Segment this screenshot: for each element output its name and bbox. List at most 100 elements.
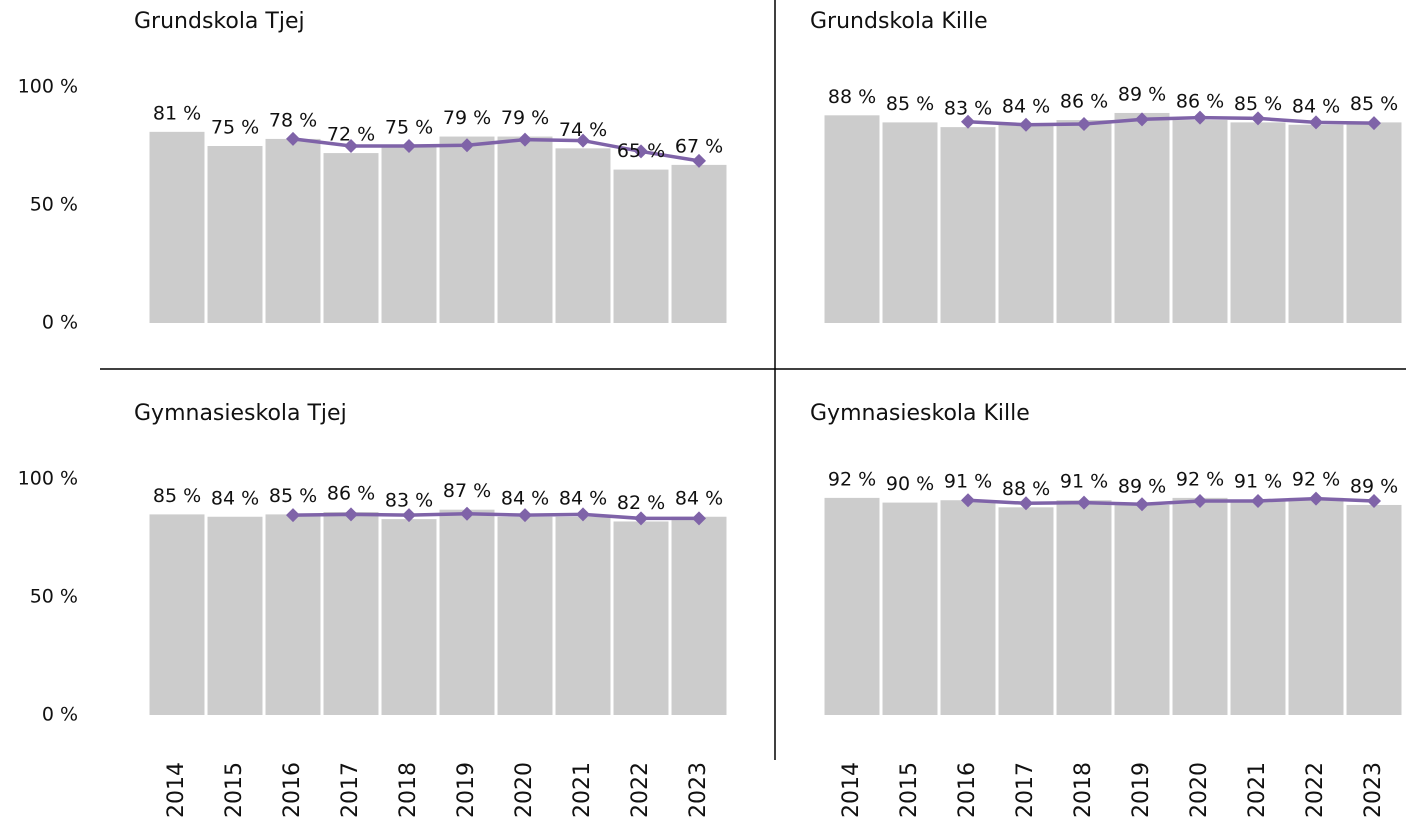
value-label: 84 % [559, 487, 607, 509]
bar [1346, 504, 1402, 715]
line-marker [1251, 493, 1265, 508]
bar [1172, 497, 1228, 715]
line-marker [1135, 497, 1149, 512]
line-marker [634, 144, 648, 159]
line-marker [634, 511, 648, 526]
value-label: 84 % [675, 487, 723, 509]
value-label: 84 % [211, 487, 259, 509]
value-label: 78 % [269, 109, 317, 131]
line-marker [961, 493, 975, 508]
y-tick-label: 100 % [18, 468, 78, 490]
bar [149, 131, 205, 323]
y-tick-label: 0 % [42, 704, 78, 726]
line [967, 496, 1375, 507]
line-marker [576, 507, 590, 522]
value-label: 72 % [327, 124, 375, 146]
bar [1230, 122, 1286, 324]
line-marker [692, 153, 706, 168]
value-label: 85 % [886, 93, 934, 115]
bar [671, 164, 727, 323]
line-marker [460, 506, 474, 521]
line-marker [1309, 115, 1323, 130]
line-marker [460, 138, 474, 153]
x-tick-label: 2023 [1361, 762, 1386, 818]
bar [998, 507, 1054, 715]
panel-title: Grundskola Kille [810, 9, 988, 34]
value-label: 84 % [1292, 95, 1340, 117]
bar [439, 509, 495, 715]
bar [940, 127, 996, 324]
line-marker [402, 139, 416, 153]
bar [940, 500, 996, 715]
y-tick-label: 50 % [30, 194, 78, 216]
value-label: 91 % [944, 471, 992, 493]
value-label: 67 % [675, 135, 723, 157]
bar [1288, 497, 1344, 715]
value-label: 79 % [501, 107, 549, 129]
value-label: 75 % [211, 117, 259, 139]
line-marker [1367, 493, 1381, 508]
x-tick-label: 2014 [839, 762, 864, 818]
line-marker [692, 511, 706, 526]
bar [555, 148, 611, 323]
value-label: 83 % [385, 490, 433, 512]
bar [824, 497, 880, 715]
y-tick-label: 100 % [18, 76, 78, 98]
value-label: 81 % [153, 102, 201, 124]
value-label: 85 % [1350, 93, 1398, 115]
value-label: 92 % [1292, 468, 1340, 490]
bar [998, 124, 1054, 323]
line-marker [1077, 117, 1091, 132]
bar [207, 516, 263, 715]
bar [265, 514, 321, 715]
value-label: 84 % [501, 487, 549, 509]
x-tick-label: 2016 [955, 762, 980, 818]
line-marker [1193, 493, 1207, 508]
line-marker [518, 132, 532, 147]
bar [497, 136, 553, 323]
x-tick-label: 2020 [1187, 762, 1212, 818]
bar [1056, 500, 1112, 715]
value-label: 89 % [1118, 475, 1166, 497]
bar [497, 516, 553, 715]
value-label: 89 % [1350, 475, 1398, 497]
bar [613, 521, 669, 715]
bar [1114, 504, 1170, 715]
value-label: 86 % [1060, 91, 1108, 113]
bar [381, 519, 437, 715]
x-tick-label: 2022 [628, 762, 653, 818]
bar [671, 516, 727, 715]
value-label: 92 % [1176, 468, 1224, 490]
bar [323, 153, 379, 323]
line-marker [344, 139, 358, 153]
value-label: 86 % [327, 483, 375, 505]
line-marker [1019, 117, 1033, 132]
bar [1346, 122, 1402, 324]
x-tick-label: 2018 [1071, 762, 1096, 818]
line-marker [1367, 116, 1381, 131]
bar [1288, 124, 1344, 323]
line-marker [344, 507, 358, 522]
line-marker [961, 114, 975, 129]
line [967, 115, 1375, 127]
bar [613, 169, 669, 323]
value-label: 85 % [153, 485, 201, 507]
y-tick-label: 50 % [30, 586, 78, 608]
value-label: 79 % [443, 107, 491, 129]
panel-title: Gymnasieskola Tjej [134, 401, 347, 426]
line-marker [1077, 495, 1091, 510]
value-label: 89 % [1118, 83, 1166, 105]
bar [824, 115, 880, 323]
line-marker [1251, 111, 1265, 126]
bar [1056, 120, 1112, 323]
line-marker [402, 508, 416, 523]
line-marker [518, 508, 532, 523]
y-tick-label: 0 % [42, 312, 78, 334]
x-tick-label: 2018 [396, 762, 421, 818]
value-label: 83 % [944, 98, 992, 120]
value-label: 85 % [1234, 93, 1282, 115]
x-tick-label: 2017 [1013, 762, 1038, 818]
x-tick-label: 2019 [1129, 762, 1154, 818]
bar [1172, 120, 1228, 323]
